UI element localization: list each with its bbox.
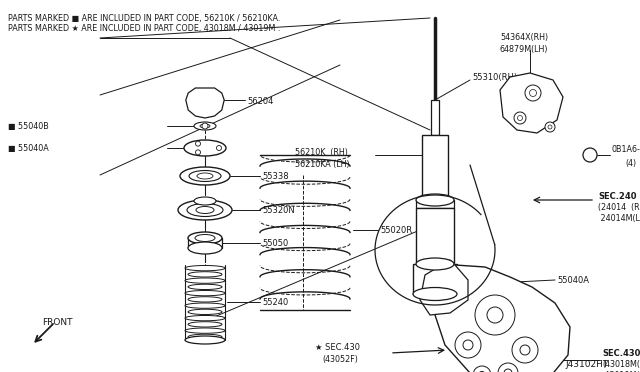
Ellipse shape xyxy=(188,284,222,289)
Circle shape xyxy=(195,141,200,146)
Bar xyxy=(416,208,454,263)
Circle shape xyxy=(525,85,541,101)
Circle shape xyxy=(455,332,481,358)
Ellipse shape xyxy=(185,291,225,296)
Circle shape xyxy=(518,115,522,121)
Circle shape xyxy=(487,307,503,323)
Bar xyxy=(422,135,448,200)
Text: (24014  (RH): (24014 (RH) xyxy=(598,203,640,212)
Text: PARTS MARKED ■ ARE INCLUDED IN PART CODE, 56210K / 56210KA.: PARTS MARKED ■ ARE INCLUDED IN PART CODE… xyxy=(8,14,280,23)
Ellipse shape xyxy=(189,170,221,182)
Text: ★ SEC.430: ★ SEC.430 xyxy=(315,343,360,352)
Ellipse shape xyxy=(178,200,232,220)
Text: (43018M(RH): (43018M(RH) xyxy=(602,360,640,369)
Text: SEC.430: SEC.430 xyxy=(602,349,640,358)
Ellipse shape xyxy=(416,258,454,270)
Polygon shape xyxy=(420,260,468,315)
Text: 56204: 56204 xyxy=(247,97,273,106)
Text: SEC.240: SEC.240 xyxy=(598,192,637,201)
Ellipse shape xyxy=(188,242,222,254)
Circle shape xyxy=(548,125,552,129)
Ellipse shape xyxy=(185,328,225,333)
Polygon shape xyxy=(186,88,224,118)
Ellipse shape xyxy=(188,297,222,302)
Ellipse shape xyxy=(200,124,210,128)
Ellipse shape xyxy=(188,309,222,315)
Ellipse shape xyxy=(188,272,222,277)
Text: 24014M(LH)): 24014M(LH)) xyxy=(598,214,640,223)
Text: 56210K  (RH): 56210K (RH) xyxy=(295,148,348,157)
Ellipse shape xyxy=(185,303,225,308)
Circle shape xyxy=(498,363,518,372)
Ellipse shape xyxy=(194,122,216,130)
Circle shape xyxy=(475,295,515,335)
Bar xyxy=(413,264,457,294)
Text: (4): (4) xyxy=(625,159,636,168)
Text: 54364X(RH): 54364X(RH) xyxy=(500,33,548,42)
Text: 56210KA (LH): 56210KA (LH) xyxy=(295,160,349,169)
Text: 55240: 55240 xyxy=(262,298,288,307)
Circle shape xyxy=(202,123,208,129)
Text: 55320N: 55320N xyxy=(262,206,295,215)
Ellipse shape xyxy=(180,167,230,185)
Ellipse shape xyxy=(185,336,225,344)
Polygon shape xyxy=(500,73,563,133)
Text: J43102HT: J43102HT xyxy=(565,360,608,369)
Ellipse shape xyxy=(197,173,213,179)
Ellipse shape xyxy=(194,197,216,205)
Text: PARTS MARKED ★ ARE INCLUDED IN PART CODE, 43018M / 43019M .: PARTS MARKED ★ ARE INCLUDED IN PART CODE… xyxy=(8,24,280,33)
Text: ■ 55040B: ■ 55040B xyxy=(8,122,49,131)
Bar xyxy=(431,100,439,135)
Text: 55310(RH): 55310(RH) xyxy=(472,73,517,82)
Text: (43052F): (43052F) xyxy=(322,355,358,364)
Ellipse shape xyxy=(413,288,457,301)
Circle shape xyxy=(504,369,512,372)
Text: 64879M(LH): 64879M(LH) xyxy=(500,45,548,54)
Circle shape xyxy=(583,148,597,162)
Circle shape xyxy=(545,122,555,132)
Bar xyxy=(416,200,454,208)
Circle shape xyxy=(195,150,200,155)
Circle shape xyxy=(520,345,530,355)
Circle shape xyxy=(463,340,473,350)
Text: 55020R: 55020R xyxy=(380,226,412,235)
Text: 0B1A6-8202A: 0B1A6-8202A xyxy=(612,145,640,154)
Circle shape xyxy=(216,145,221,151)
Text: 55040A: 55040A xyxy=(557,276,589,285)
Text: 43019M(LH)): 43019M(LH)) xyxy=(602,371,640,372)
Ellipse shape xyxy=(196,206,214,214)
Polygon shape xyxy=(435,265,570,372)
Text: FRONT: FRONT xyxy=(42,318,72,327)
Ellipse shape xyxy=(416,194,454,206)
Ellipse shape xyxy=(188,322,222,327)
Ellipse shape xyxy=(187,203,223,217)
Ellipse shape xyxy=(188,232,222,244)
Circle shape xyxy=(512,337,538,363)
Ellipse shape xyxy=(195,234,215,241)
Text: 55338: 55338 xyxy=(262,172,289,181)
Ellipse shape xyxy=(188,334,222,340)
Circle shape xyxy=(529,90,536,96)
Ellipse shape xyxy=(185,315,225,321)
Ellipse shape xyxy=(185,278,225,283)
Ellipse shape xyxy=(184,140,226,156)
Text: 55050: 55050 xyxy=(262,239,288,248)
Text: R: R xyxy=(588,153,592,157)
Circle shape xyxy=(514,112,526,124)
Text: ■ 55040A: ■ 55040A xyxy=(8,144,49,153)
Circle shape xyxy=(473,366,491,372)
Ellipse shape xyxy=(185,266,225,271)
